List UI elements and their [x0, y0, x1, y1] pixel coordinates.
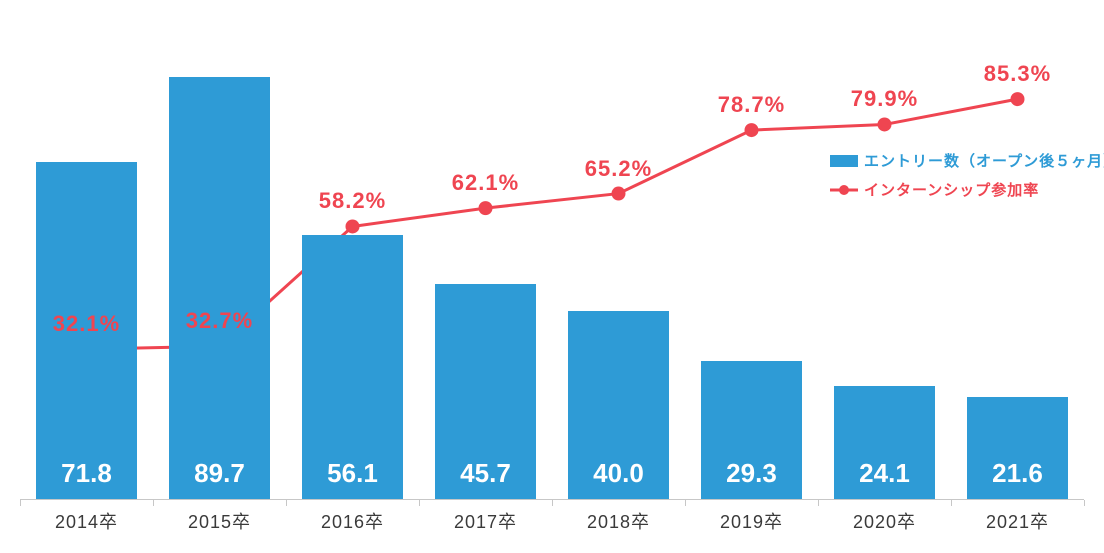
line-value-label: 78.7%	[718, 92, 785, 118]
bar-value-label: 45.7	[460, 458, 511, 489]
category-label: 2018卒	[587, 508, 650, 534]
legend-swatch-bar-icon	[830, 155, 858, 167]
axis-tick	[818, 500, 819, 506]
line-value-label: 62.1%	[452, 170, 519, 196]
combo-chart: 71.8 2014卒 89.7 2015卒 56.1 2016卒 45.7 2017卒 40.0…	[0, 0, 1104, 553]
line-marker	[878, 117, 892, 131]
bar: 89.7	[169, 77, 270, 499]
category-label: 2014卒	[55, 508, 118, 534]
line-marker	[745, 123, 759, 137]
bar: 45.7	[435, 284, 536, 499]
bar-value-label: 40.0	[593, 458, 644, 489]
legend: エントリー数（オープン後５ヶ月） インターンシップ参加率	[830, 150, 1104, 208]
bar-value-label: 29.3	[726, 458, 777, 489]
axis-tick	[286, 500, 287, 506]
legend-item: エントリー数（オープン後５ヶ月）	[830, 150, 1104, 171]
line-value-label: 32.7%	[186, 308, 253, 334]
axis-tick	[1084, 500, 1085, 506]
axis-tick	[685, 500, 686, 506]
axis-tick	[951, 500, 952, 506]
bar-value-label: 24.1	[859, 458, 910, 489]
category-label: 2015卒	[188, 508, 251, 534]
axis-tick	[419, 500, 420, 506]
line-marker	[612, 187, 626, 201]
line-marker	[346, 219, 360, 233]
legend-item: インターンシップ参加率	[830, 179, 1104, 200]
line-marker	[1011, 92, 1025, 106]
line-value-label: 58.2%	[319, 188, 386, 214]
category-label: 2016卒	[321, 508, 384, 534]
category-label: 2017卒	[454, 508, 517, 534]
legend-swatch-line-icon	[830, 183, 858, 197]
bar-value-label: 89.7	[194, 458, 245, 489]
axis-tick	[153, 500, 154, 506]
line-marker	[479, 201, 493, 215]
line-value-label: 32.1%	[53, 311, 120, 337]
bar-value-label: 56.1	[327, 458, 378, 489]
line-value-label: 65.2%	[585, 156, 652, 182]
legend-label: インターンシップ参加率	[864, 179, 1039, 200]
axis-tick	[20, 500, 21, 506]
bar: 21.6	[967, 397, 1068, 499]
bar-value-label: 71.8	[61, 458, 112, 489]
category-label: 2019卒	[720, 508, 783, 534]
bar: 29.3	[701, 361, 802, 499]
line-value-label: 79.9%	[851, 86, 918, 112]
bar: 40.0	[568, 311, 669, 499]
bar: 24.1	[834, 386, 935, 499]
axis-tick	[552, 500, 553, 506]
line-value-label: 85.3%	[984, 61, 1051, 87]
category-label: 2020卒	[853, 508, 916, 534]
plot-area: 71.82014卒89.72015卒56.12016卒45.72017卒40.0…	[20, 30, 1084, 500]
bar: 56.1	[302, 235, 403, 499]
bar-value-label: 21.6	[992, 458, 1043, 489]
legend-label: エントリー数（オープン後５ヶ月）	[864, 150, 1104, 171]
category-label: 2021卒	[986, 508, 1049, 534]
